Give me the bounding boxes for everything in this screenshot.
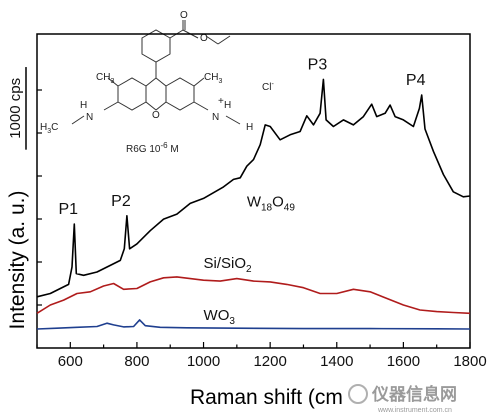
x-tick-label: 800: [124, 353, 149, 370]
plot-border: [36, 33, 471, 349]
x-tick-label: 1800: [453, 353, 486, 370]
x-tick-label: 1600: [387, 353, 420, 370]
inset-caption: R6G 10-6 M: [126, 141, 179, 155]
cation-charge: +: [218, 96, 224, 107]
series-line-0: [36, 78, 471, 298]
atom-h3c-left: H3C: [40, 122, 58, 135]
series-layer: [36, 78, 471, 330]
series-label-w18o49: W18O49: [247, 194, 296, 214]
atom-h-left: H: [80, 100, 87, 111]
watermark-logo-icon: [348, 384, 368, 404]
series-label-wo3: WO3: [204, 307, 236, 327]
atom-o-2: O: [180, 10, 188, 21]
peak-label-p3: P3: [308, 56, 328, 73]
x-tick-label: 1000: [187, 353, 220, 370]
atom-n-right: N: [212, 112, 219, 123]
y-axis-title: Intensity (a. u.): [6, 191, 29, 330]
x-tick-label: 600: [58, 353, 83, 370]
watermark-text: 仪器信息网: [371, 384, 457, 404]
atom-n-left: N: [86, 112, 93, 123]
atom-o-3: O: [152, 110, 160, 121]
plot-frame: [36, 33, 471, 349]
atom-o-1: O: [200, 33, 208, 44]
atom-h-right: H: [224, 100, 231, 111]
atom-h-far-right: H: [246, 122, 253, 133]
watermark-subtext: www.instrument.com.cn: [377, 407, 452, 414]
x-axis-ticks: 600 800 1000 1200 1400 1600 1800: [36, 342, 487, 370]
atom-ch3-right: CH3: [204, 72, 222, 85]
peak-annotations: P1 P2 P3 P4: [59, 56, 426, 218]
r6g-atom-labels: O O O H H N N CH3 CH3 H3C H + Cl- R6G 10…: [40, 10, 274, 155]
x-tick-label: 1400: [320, 353, 353, 370]
atom-ch3-left: CH3: [96, 72, 114, 85]
peak-label-p1: P1: [59, 201, 79, 218]
peak-label-p2: P2: [111, 193, 131, 210]
r6g-molecule-structure: [71, 20, 241, 125]
series-line-1: [36, 276, 471, 315]
watermark: 仪器信息网 www.instrument.com.cn: [348, 384, 457, 414]
series-label-si-sio2: Si/SiO2: [204, 255, 253, 275]
chloride-anion: Cl-: [262, 81, 274, 93]
x-tick-label: 1200: [253, 353, 286, 370]
peak-label-p4: P4: [406, 72, 426, 89]
x-axis-title: Raman shift (cm: [190, 386, 343, 409]
scale-bar-label: 1000 cps: [7, 78, 24, 139]
labels-layer: W18O49 Si/SiO2 WO3: [204, 194, 296, 327]
series-line-2: [36, 319, 471, 330]
scale-bar: 1000 cps: [7, 67, 27, 150]
